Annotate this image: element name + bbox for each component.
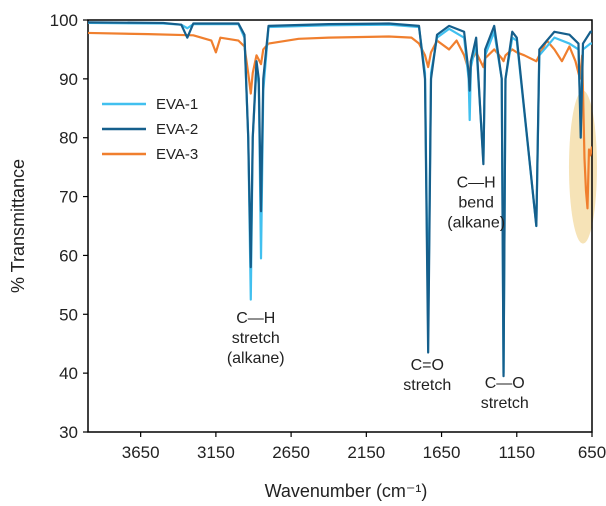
- annotation-line: C—H: [236, 310, 275, 327]
- y-tick-label: 90: [59, 70, 78, 89]
- x-tick-label: 1150: [498, 443, 535, 462]
- annotation-line: stretch: [481, 395, 529, 412]
- x-tick-label: 650: [578, 443, 606, 462]
- legend-label-eva-3: EVA-3: [156, 146, 198, 163]
- x-tick-label: 3650: [122, 443, 160, 462]
- y-tick-label: 40: [59, 364, 78, 383]
- annotation-line: (alkane): [227, 350, 285, 367]
- x-tick-label: 1650: [423, 443, 461, 462]
- y-tick-label: 30: [59, 423, 78, 442]
- y-tick-label: 50: [59, 305, 78, 324]
- peak-annotation-2: C=O stretch: [403, 357, 451, 394]
- series-line-eva-1: [88, 21, 592, 375]
- y-tick-label: 60: [59, 246, 78, 265]
- annotation-line: C—O: [485, 375, 525, 392]
- x-tick-label: 3150: [197, 443, 235, 462]
- peak-annotation-1: C—H stretch (alkane): [227, 310, 285, 367]
- annotation-line: stretch: [403, 377, 451, 394]
- y-axis-title: % Transmittance: [8, 159, 28, 293]
- peak-annotation-4: C—O stretch: [481, 375, 529, 412]
- x-tick-label: 2150: [347, 443, 385, 462]
- y-tick-label: 100: [50, 11, 78, 30]
- annotation-line: bend: [458, 195, 494, 212]
- x-tick-label: 2650: [272, 443, 310, 462]
- x-axis-title: Wavenumber (cm⁻¹): [265, 481, 428, 501]
- plot-frame: [87, 19, 593, 433]
- highlight-region: [568, 90, 597, 244]
- series-line-eva-2: [88, 21, 592, 378]
- legend-label-eva-2: EVA-2: [156, 121, 198, 138]
- peak-annotation-3: C—H bend (alkane): [447, 175, 505, 232]
- y-tick-label: 80: [59, 129, 78, 148]
- annotation-line: (alkane): [447, 215, 505, 232]
- annotation-line: stretch: [232, 330, 280, 347]
- y-tick-label: 70: [59, 188, 78, 207]
- legend-label-eva-1: EVA-1: [156, 96, 198, 113]
- annotation-line: C=O: [411, 357, 444, 374]
- annotation-line: C—H: [457, 175, 496, 192]
